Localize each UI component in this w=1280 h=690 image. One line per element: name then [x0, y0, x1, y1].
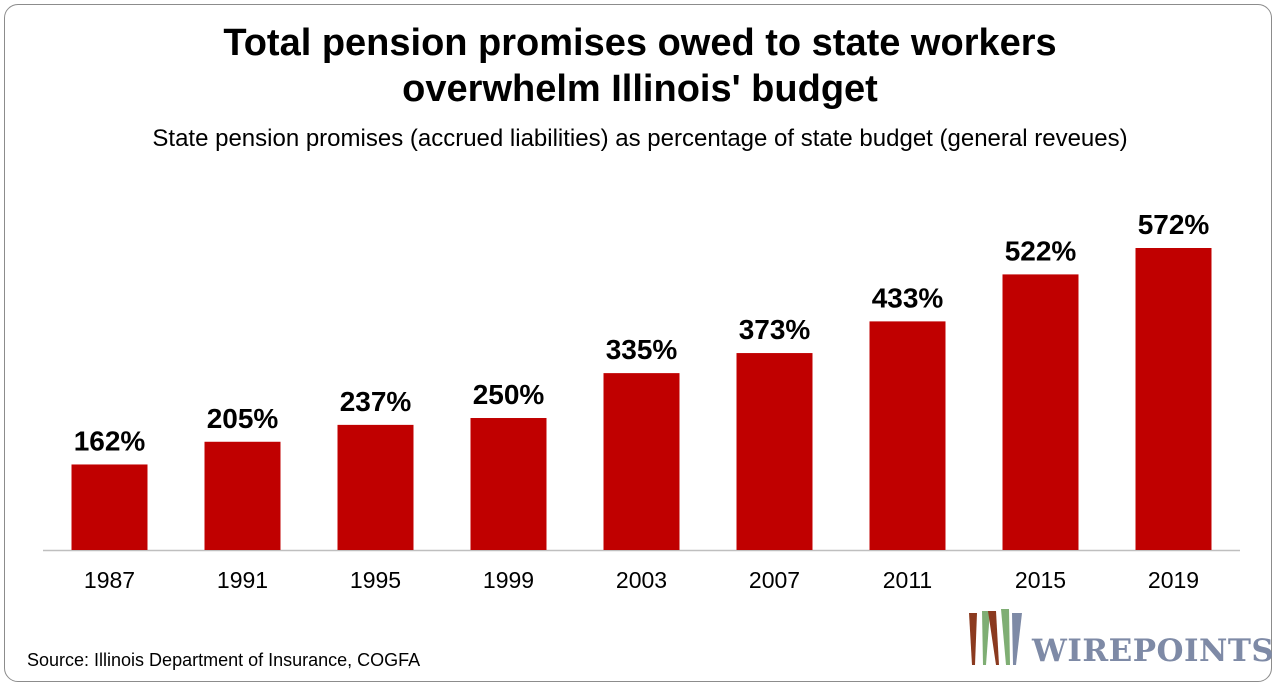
data-label-2007: 373% [739, 314, 811, 345]
data-label-2011: 433% [872, 282, 944, 313]
x-tick-label-1991: 1991 [217, 567, 268, 593]
bar-group-1991: 205% 1991 [204, 403, 281, 593]
bar-group-2007: 373% 2007 [736, 314, 813, 593]
data-label-1987: 162% [74, 425, 146, 456]
x-tick-label-2015: 2015 [1015, 567, 1066, 593]
data-label-1999: 250% [473, 379, 545, 410]
bar-1987 [71, 464, 148, 550]
wirepoints-logo-text: WIREPOINTS [1032, 633, 1275, 669]
bar-group-2015: 522% 2015 [1002, 235, 1079, 593]
wirepoints-logo-mark [969, 609, 1022, 665]
bar-group-2003: 335% 2003 [603, 334, 680, 593]
x-tick-label-2003: 2003 [616, 567, 667, 593]
data-label-2015: 522% [1005, 235, 1077, 266]
x-tick-label-1999: 1999 [483, 567, 534, 593]
data-label-1995: 237% [340, 386, 412, 417]
x-tick-label-1987: 1987 [84, 567, 135, 593]
chart-title-line-1: Total pension promises owed to state wor… [223, 22, 1057, 64]
data-label-1991: 205% [207, 403, 279, 434]
x-tick-label-2019: 2019 [1148, 567, 1199, 593]
source-note: Source: Illinois Department of Insurance… [27, 650, 421, 670]
bar-group-2011: 433% 2011 [869, 282, 946, 593]
bar-1995 [337, 424, 414, 550]
data-label-2019: 572% [1138, 209, 1210, 240]
bar-group-1995: 237% 1995 [337, 386, 414, 593]
x-tick-label-2007: 2007 [749, 567, 800, 593]
bar-group-1987: 162% 1987 [71, 425, 148, 593]
bar-2003 [603, 373, 680, 550]
x-tick-label-2011: 2011 [883, 567, 932, 593]
bar-2019 [1135, 248, 1212, 550]
bar-2011 [869, 321, 946, 550]
bar-2007 [736, 353, 813, 550]
data-label-2003: 335% [606, 334, 678, 365]
bar-1999 [470, 418, 547, 550]
bar-1991 [204, 441, 281, 550]
chart-title: Total pension promises owed to state wor… [0, 20, 1280, 112]
wirepoints-logo: WIREPOINTS [966, 605, 1274, 671]
bar-2015 [1002, 274, 1079, 550]
bar-group-1999: 250% 1999 [470, 379, 547, 593]
chart-title-line-2: overwhelm Illinois' budget [402, 68, 878, 110]
chart-subtitle: State pension promises (accrued liabilit… [152, 125, 1128, 152]
x-tick-label-1995: 1995 [350, 567, 401, 593]
bar-group-2019: 572% 2019 [1135, 209, 1212, 593]
